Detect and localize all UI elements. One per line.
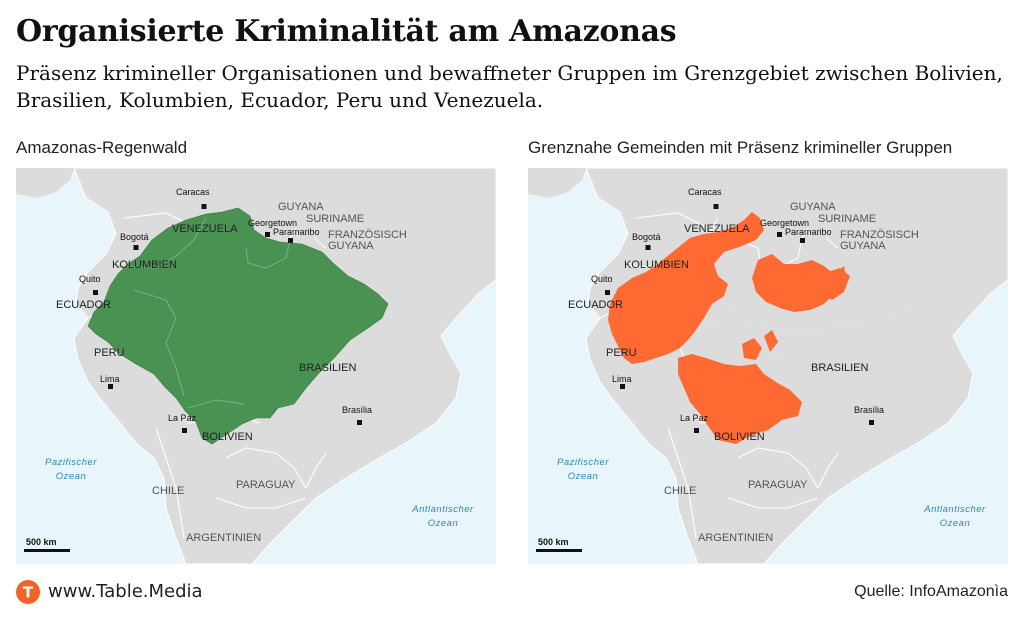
- city-markers: [605, 204, 874, 433]
- map-heading-criminal-presence: Grenznahe Gemeinden mit Präsenz kriminel…: [528, 138, 953, 157]
- country-paraguay: PARAGUAY: [236, 479, 296, 491]
- city-lima: Lima: [612, 374, 632, 384]
- country-argentinien: ARGENTINIEN: [698, 532, 774, 544]
- scale-bar-graphic: [536, 549, 582, 552]
- city-paramaribo: Paramaribo: [273, 227, 320, 237]
- footer-url-link[interactable]: www.Table.Media: [48, 581, 203, 602]
- country-ecuador: ECUADOR: [568, 299, 624, 311]
- city-georgetown: Georgetown: [760, 218, 810, 228]
- city-la-paz: La Paz: [168, 413, 197, 423]
- country-suriname: SURINAME: [306, 213, 365, 225]
- country-franzoesisch: FRANZÖSISCH: [840, 229, 919, 241]
- scale-label: 500 km: [26, 537, 57, 547]
- country-ecuador: ECUADOR: [56, 299, 112, 311]
- ocean-pacific: Pazifischer Ozean: [45, 457, 97, 482]
- city-paramaribo: Paramaribo: [785, 227, 832, 237]
- country-franzoesisch-guyana: GUYANA: [840, 240, 886, 252]
- country-franzoesisch-guyana: GUYANA: [328, 240, 374, 252]
- city-bogota: Bogotá: [632, 232, 661, 242]
- city-quito: Quito: [591, 274, 613, 284]
- country-peru: PERU: [94, 347, 125, 359]
- city-lima: Lima: [100, 374, 120, 384]
- country-chile: CHILE: [152, 485, 185, 497]
- map-heading-rainforest: Amazonas-Regenwald: [16, 138, 188, 157]
- map-criminal-presence-graphic: [528, 168, 1008, 564]
- ocean-pacific: Pazifischer Ozean: [557, 457, 609, 482]
- country-suriname: SURINAME: [818, 213, 877, 225]
- land-central-america: [528, 168, 586, 198]
- presence-area-center: [742, 338, 762, 360]
- presence-area-north: [608, 212, 764, 364]
- city-georgetown: Georgetown: [248, 218, 298, 228]
- ocean-atlantic: Antlantischer Ozean: [924, 504, 986, 529]
- scale-label: 500 km: [538, 537, 569, 547]
- country-chile: CHILE: [664, 485, 697, 497]
- country-bolivien: BOLIVIEN: [202, 431, 253, 443]
- country-bolivien: BOLIVIEN: [714, 431, 765, 443]
- city-brasilia: Brasília: [342, 405, 373, 415]
- presence-area-mato: [764, 330, 778, 352]
- land-central-america: [16, 168, 74, 198]
- presence-area-east: [752, 254, 846, 312]
- map-rainforest: Caracas Bogotá Quito Lima La Paz Brasíli…: [16, 168, 496, 564]
- city-la-paz: La Paz: [680, 413, 709, 423]
- country-guyana: GUYANA: [278, 201, 324, 213]
- country-argentinien: ARGENTINIEN: [186, 532, 262, 544]
- table-media-logo-icon: T: [16, 580, 40, 604]
- rainforest-inner-borders: [115, 217, 291, 409]
- city-quito: Quito: [79, 274, 101, 284]
- page-title: Organisierte Kriminalität am Amazonas: [16, 14, 677, 49]
- presence-area-south: [678, 354, 802, 444]
- country-paraguay: PARAGUAY: [748, 479, 808, 491]
- country-brasilien: BRASILIEN: [299, 362, 357, 374]
- logo-letter: T: [23, 584, 34, 602]
- city-caracas: Caracas: [176, 187, 210, 197]
- footer-source: Quelle: InfoAmazonìa: [854, 583, 1008, 600]
- page-subtitle: Präsenz krimineller Organisationen und b…: [16, 61, 1003, 112]
- country-kolumbien: KOLUMBIEN: [112, 259, 177, 271]
- map-criminal-presence: Caracas Bogotá Quito Lima La Paz Brasíli…: [528, 168, 1008, 564]
- ocean-atlantic: Antlantischer Ozean: [412, 504, 474, 529]
- city-markers: [93, 204, 362, 433]
- country-kolumbien: KOLUMBIEN: [624, 259, 689, 271]
- country-guyana: GUYANA: [790, 201, 836, 213]
- map-rainforest-graphic: [16, 168, 496, 564]
- rainforest-area: [87, 207, 389, 445]
- presence-area-guiana-coast: [814, 268, 850, 300]
- country-brasilien: BRASILIEN: [811, 362, 869, 374]
- country-venezuela: VENEZUELA: [684, 223, 750, 235]
- criminal-presence-areas: [608, 212, 850, 444]
- city-brasilia: Brasília: [854, 405, 885, 415]
- country-peru: PERU: [606, 347, 637, 359]
- scale-bar-graphic: [24, 549, 70, 552]
- country-venezuela: VENEZUELA: [172, 223, 238, 235]
- country-franzoesisch: FRANZÖSISCH: [328, 229, 407, 241]
- city-bogota: Bogotá: [120, 232, 149, 242]
- city-caracas: Caracas: [688, 187, 722, 197]
